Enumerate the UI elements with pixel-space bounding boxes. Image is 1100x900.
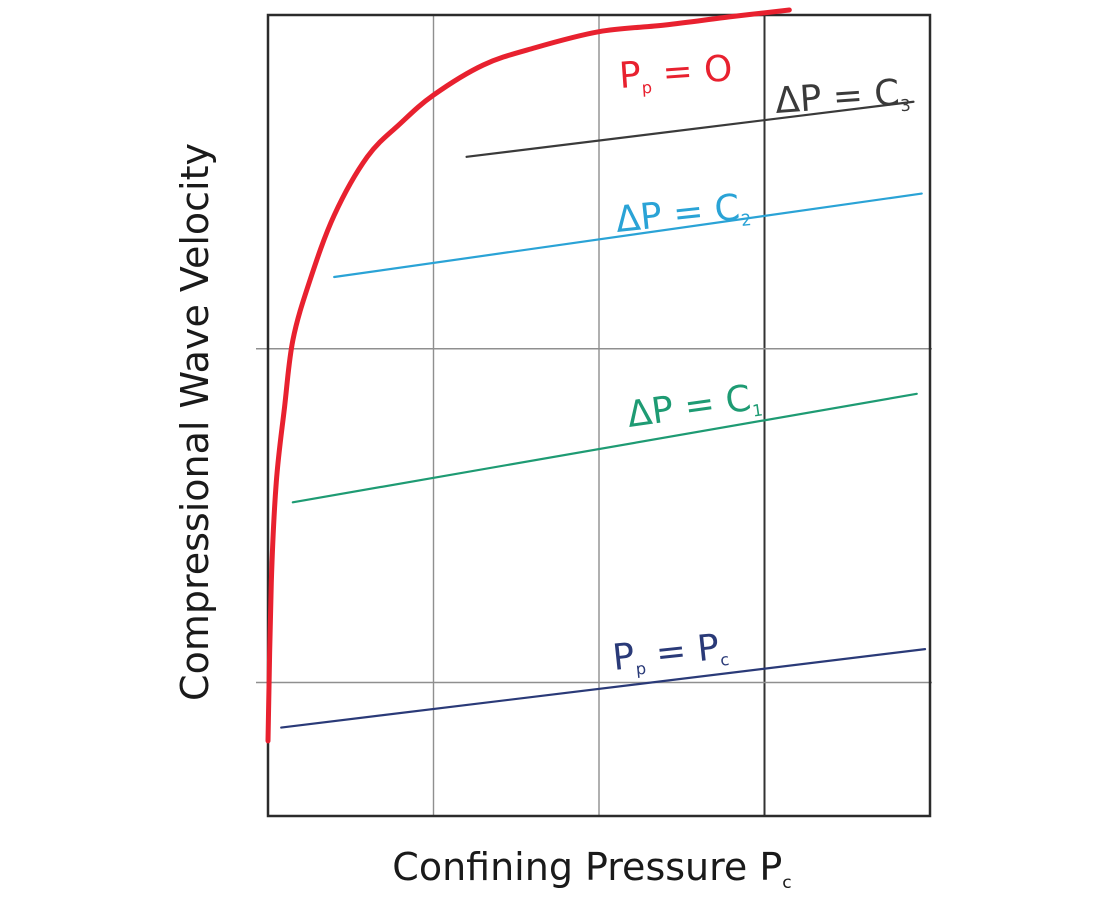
- series-label-4: Pp = Pc: [611, 626, 731, 681]
- y-axis-title: Compressional Wave Velocity: [173, 143, 217, 701]
- series-label-main: ΔP = C: [774, 72, 901, 122]
- grid-lines: [256, 15, 932, 816]
- series-label-sub: 1: [751, 400, 764, 420]
- series-label-sub2: c: [719, 650, 730, 670]
- series-label-3: ΔP = C1: [625, 377, 765, 438]
- series-lines: [265, 7, 927, 744]
- series-label-main: ΔP = C: [614, 187, 742, 241]
- series-label-1: ΔP = C3: [774, 72, 912, 124]
- x-axis-title: Confining Pressure Pc: [392, 845, 791, 893]
- series-label-main: ΔP = C: [625, 378, 754, 436]
- plot-frame: [266, 13, 932, 818]
- series-label-sub: 3: [900, 96, 912, 116]
- series-line-0: [265, 7, 792, 744]
- series-label-main: P: [618, 55, 643, 97]
- x-axis-title-sub: c: [782, 873, 791, 893]
- x-axis-title-main: Confining Pressure P: [392, 845, 782, 889]
- series-label-2: ΔP = C2: [614, 186, 753, 243]
- series-label-rest: = P: [642, 627, 721, 676]
- series-line-2: [333, 192, 923, 279]
- series-label-0: Pp = O: [618, 48, 734, 99]
- series-line-1: [465, 100, 915, 158]
- series-line-3: [291, 392, 918, 504]
- series-label-sub: 2: [740, 210, 752, 230]
- series-line-4: [280, 648, 927, 729]
- series-label-sub: p: [635, 659, 647, 679]
- series-label-rest: = O: [650, 48, 734, 95]
- series-label-sub: p: [641, 78, 653, 98]
- series-label-main: P: [611, 636, 637, 679]
